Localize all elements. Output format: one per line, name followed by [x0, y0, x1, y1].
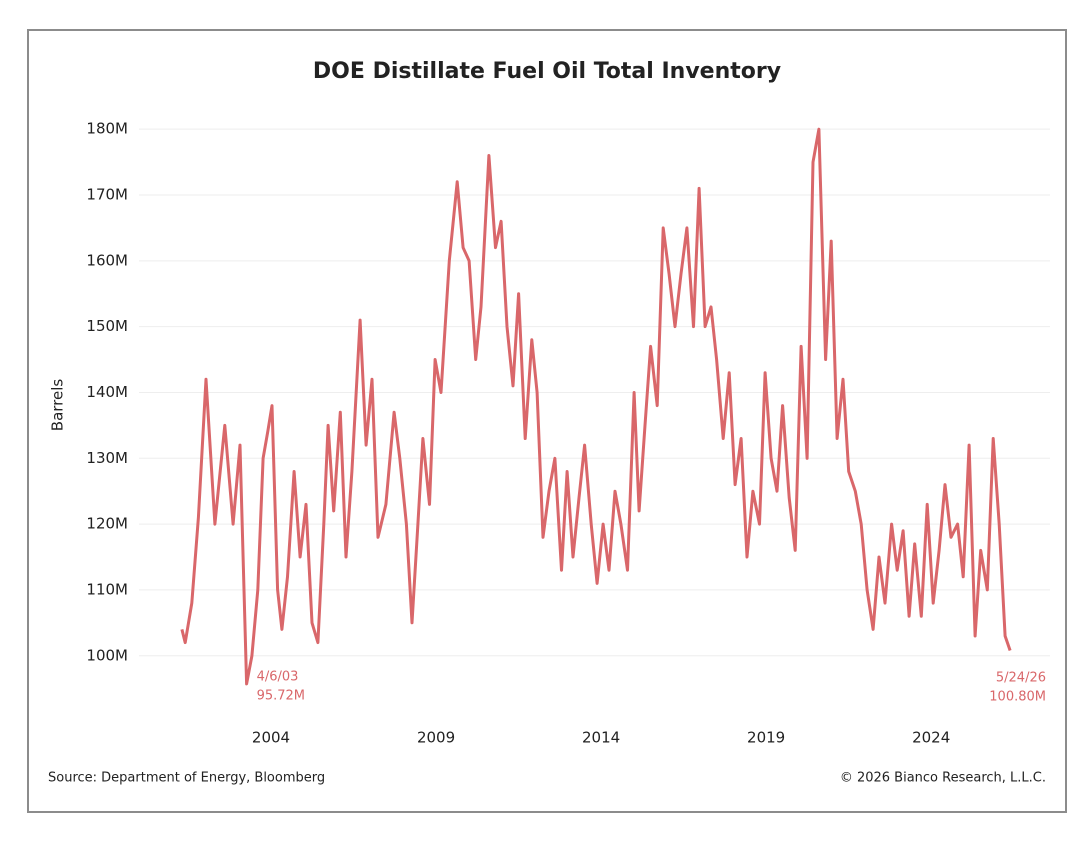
y-tick-label: 140M — [86, 383, 128, 401]
y-tick-label: 180M — [86, 120, 128, 138]
annotation-date: 5/24/26 — [996, 671, 1046, 686]
copyright: © 2026 Bianco Research, L.L.C. — [840, 771, 1046, 786]
x-tick-label: 2014 — [582, 729, 620, 747]
y-tick-label: 160M — [86, 251, 128, 269]
y-tick-label: 110M — [86, 580, 128, 598]
x-tick-label: 2024 — [912, 729, 950, 747]
x-tick-label: 2004 — [252, 729, 290, 747]
y-tick-label: 150M — [86, 317, 128, 335]
source: Source: Department of Energy, Bloomberg — [48, 771, 325, 786]
chart-title: DOE Distillate Fuel Oil Total Inventory — [313, 59, 781, 84]
y-tick-label: 120M — [86, 515, 128, 533]
x-tick-label: 2009 — [417, 729, 455, 747]
y-axis-label: Barrels — [49, 379, 67, 432]
annotation-value: 95.72M — [257, 688, 305, 703]
y-tick-label: 130M — [86, 449, 128, 467]
annotation-date: 4/6/03 — [257, 669, 299, 684]
data-line — [180, 127, 1012, 686]
x-tick-label: 2019 — [747, 729, 785, 747]
y-tick-label: 170M — [86, 185, 128, 203]
annotation-value: 100.80M — [989, 690, 1046, 705]
y-tick-label: 100M — [86, 646, 128, 664]
frame — [27, 29, 1067, 813]
